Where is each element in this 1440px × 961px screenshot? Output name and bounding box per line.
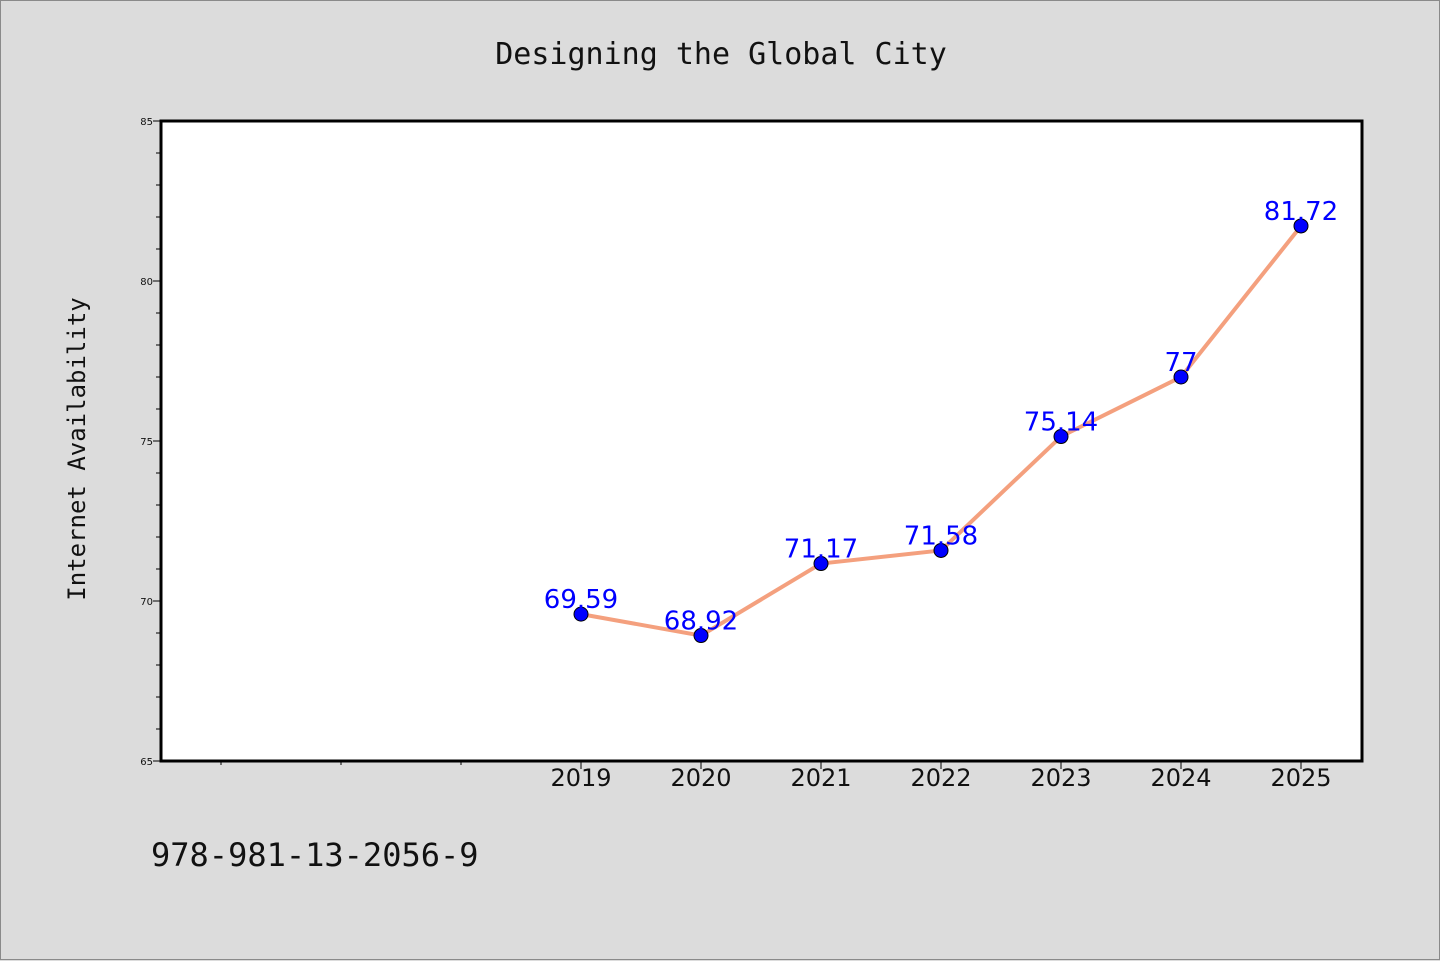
footer-code: 978-981-13-2056-9 xyxy=(151,836,479,874)
data-label: 69.59 xyxy=(544,585,618,615)
data-label: 71.17 xyxy=(784,535,858,565)
plot-border xyxy=(159,119,1364,763)
x-tick-label: 2019 xyxy=(550,764,611,792)
data-point xyxy=(573,606,589,622)
data-point xyxy=(1173,369,1189,385)
data-label: 81.72 xyxy=(1264,197,1338,227)
x-tick-label: 2023 xyxy=(1030,764,1091,792)
data-point xyxy=(1053,429,1069,445)
x-tick-label: 2020 xyxy=(670,764,731,792)
y-tick-label: 80 xyxy=(140,277,153,288)
x-tick-label: 2021 xyxy=(790,764,851,792)
y-axis-label: Internet Availability xyxy=(63,297,91,600)
y-tick-label: 75 xyxy=(140,437,153,448)
data-point xyxy=(693,628,709,644)
data-point xyxy=(1293,218,1309,234)
x-tick-label: 2022 xyxy=(910,764,971,792)
data-label: 71.58 xyxy=(904,521,978,551)
y-tick-label: 85 xyxy=(140,117,153,128)
x-tick-label: 2024 xyxy=(1150,764,1211,792)
data-label: 68.92 xyxy=(664,607,738,637)
x-axis: 2019 2020 2021 2022 2023 2024 2025 xyxy=(220,761,1332,792)
y-axis: 65 70 75 80 85 xyxy=(140,117,161,768)
data-point xyxy=(933,542,949,558)
plot-area xyxy=(161,121,1362,761)
series-layer: 69.59 68.92 71.17 71.58 75.14 77 81.72 xyxy=(544,197,1338,644)
x-tick-label: 2025 xyxy=(1270,764,1331,792)
data-label: 77 xyxy=(1164,348,1197,378)
y-tick-label: 70 xyxy=(140,597,153,608)
data-point xyxy=(813,556,829,572)
data-label: 75.14 xyxy=(1024,408,1098,438)
y-tick-label: 65 xyxy=(140,757,153,768)
chart-title: Designing the Global City xyxy=(495,37,947,72)
